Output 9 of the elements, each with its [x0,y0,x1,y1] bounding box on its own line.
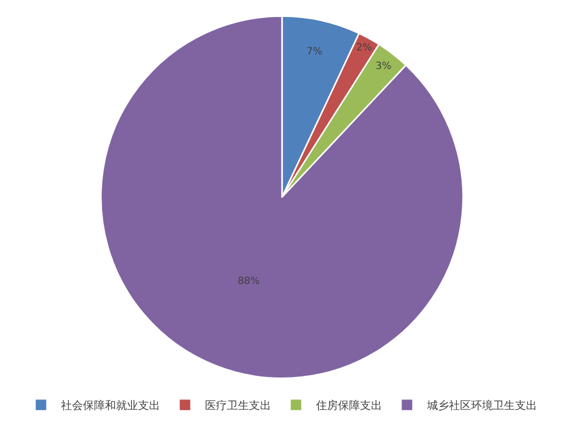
data-label: 88% [238,276,260,287]
data-label: 7% [306,46,322,58]
legend-label: 住房保障支出 [316,399,382,412]
data-label: 3% [375,60,392,72]
pie-slice [100,15,464,379]
data-label: 2% [356,42,372,54]
legend-label: 医疗卫生支出 [205,399,271,412]
legend-label: 社会保障和就业支出 [61,399,160,412]
legend-label: 城乡社区环境卫生支出 [426,399,537,412]
